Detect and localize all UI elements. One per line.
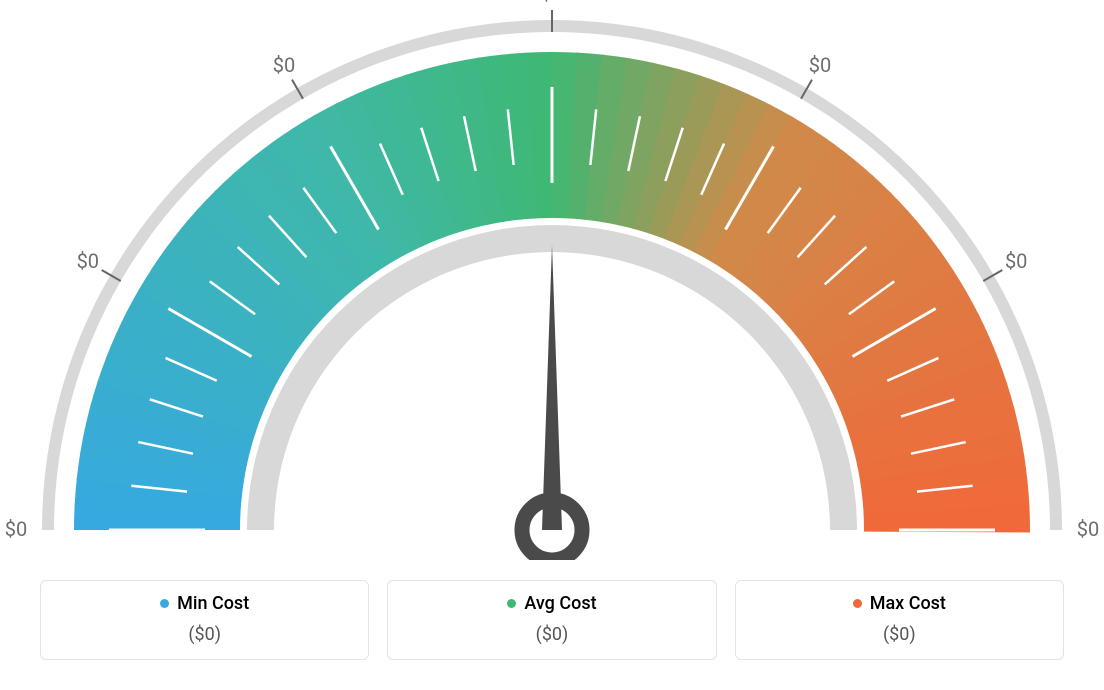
svg-text:$0: $0 (809, 53, 831, 77)
legend-title-max: Max Cost (853, 593, 946, 614)
legend-card-avg: Avg Cost ($0) (387, 580, 716, 660)
svg-text:$0: $0 (77, 249, 99, 273)
svg-text:$0: $0 (273, 53, 295, 77)
legend-row: Min Cost ($0) Avg Cost ($0) Max Cost ($0… (40, 580, 1064, 660)
legend-title-min: Min Cost (160, 593, 249, 614)
legend-value-avg: ($0) (396, 624, 707, 645)
svg-text:$0: $0 (541, 0, 563, 5)
legend-card-min: Min Cost ($0) (40, 580, 369, 660)
legend-title-avg: Avg Cost (507, 593, 596, 614)
legend-value-min: ($0) (49, 624, 360, 645)
legend-label-avg: Avg Cost (524, 593, 596, 614)
gauge-svg: $0 $0 $0 $0 $0 $0 $0 (0, 0, 1104, 560)
gauge-chart-container: $0 $0 $0 $0 $0 $0 $0 Min Cost ($0) Avg Cost ($… (0, 0, 1104, 690)
legend-dot-min (160, 599, 169, 608)
svg-text:$0: $0 (1005, 249, 1027, 273)
legend-dot-avg (507, 599, 516, 608)
legend-card-max: Max Cost ($0) (735, 580, 1064, 660)
legend-value-max: ($0) (744, 624, 1055, 645)
legend-dot-max (853, 599, 862, 608)
legend-label-min: Min Cost (177, 593, 249, 614)
svg-text:$0: $0 (1077, 517, 1099, 541)
legend-label-max: Max Cost (870, 593, 946, 614)
svg-text:$0: $0 (5, 517, 27, 541)
